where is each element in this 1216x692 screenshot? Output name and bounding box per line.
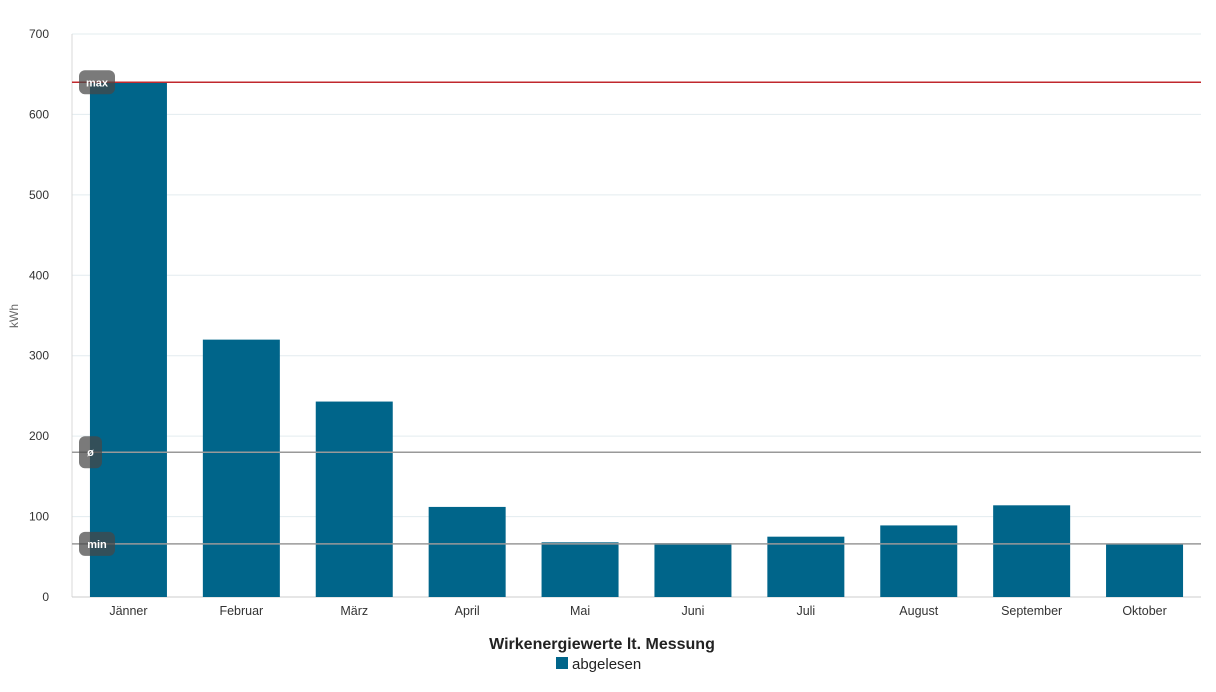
x-tick-label: Juli [796,604,815,618]
bar-layer [89,82,1184,597]
reference-badge-3 [79,531,115,556]
y-tick-label: 0 [42,590,49,604]
bar-8[interactable] [880,525,958,597]
x-tick-label: März [340,604,368,618]
bar-9[interactable] [993,505,1071,597]
y-tick-label: 600 [29,107,49,121]
y-tick-label: 300 [29,349,49,363]
x-tick-label: Mai [570,604,590,618]
reference-label-3: min [87,539,107,551]
y-tick-label: 400 [29,268,49,282]
bar-2[interactable] [202,339,280,597]
bar-7[interactable] [767,536,845,597]
bar-10[interactable] [1106,543,1184,597]
y-tick-label: 200 [29,429,49,443]
x-tick-label: Juni [681,604,704,618]
reference-line-layer: max ø min [72,70,1201,556]
y-tick-label: 500 [29,188,49,202]
y-axis-label: kWh [7,304,21,328]
x-tick-label: Oktober [1122,604,1166,618]
reference-badge-2 [79,436,102,469]
bar-1[interactable] [89,82,167,597]
x-tick-label: April [455,604,480,618]
reference-label-2: ø [87,447,94,459]
x-tick-label: Februar [219,604,263,618]
bar-4[interactable] [428,506,506,597]
y-tick-label: 700 [29,27,49,41]
reference-badge-1 [79,70,115,95]
reference-label-1: max [86,77,109,89]
bar-3[interactable] [315,401,393,597]
x-tick-label: September [1001,604,1062,618]
bar-5[interactable] [541,542,619,597]
x-tick-label: August [899,604,938,618]
legend-label: abgelesen [572,656,641,673]
x-tick-label: Jänner [109,604,147,618]
bar-6[interactable] [654,543,732,597]
legend-item[interactable]: abgelesen [556,656,641,673]
legend-title: Wirkenergiewerte lt. Messung [489,636,715,653]
y-tick-label: 100 [29,510,49,524]
legend-swatch [556,657,568,669]
